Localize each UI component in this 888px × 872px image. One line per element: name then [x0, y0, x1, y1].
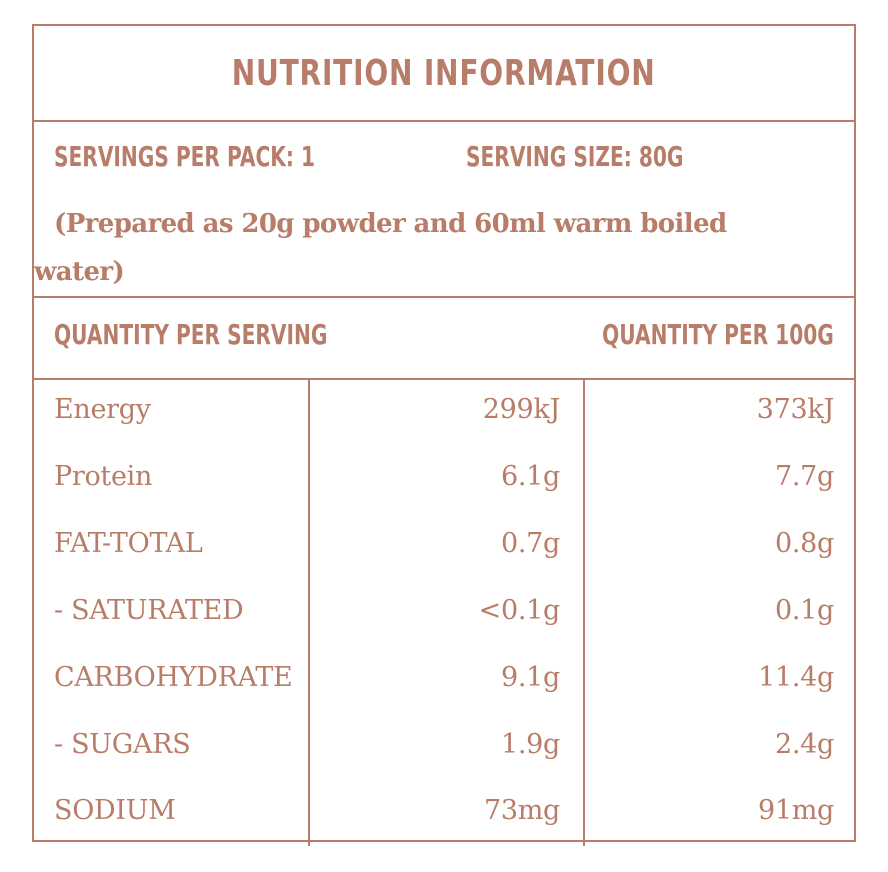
servings-per-pack: SERVINGS PER PACK: 1	[54, 140, 316, 173]
per-serving-value: 1.9g	[500, 729, 560, 760]
nutrition-panel: NUTRITION INFORMATION SERVINGS PER PACK:…	[32, 24, 856, 846]
table-row: SODIUM 73mg 91mg	[34, 781, 854, 848]
per-100g-value: 11.4g	[758, 662, 834, 693]
per-100g-value: 373kJ	[756, 394, 835, 425]
per-serving-value: 9.1g	[500, 662, 560, 693]
per-serving-value: 0.7g	[500, 528, 560, 559]
per-serving-value: 299kJ	[482, 394, 561, 425]
table-row: - SATURATED <0.1g 0.1g	[34, 581, 854, 648]
nutrient-name: - SUGARS	[54, 729, 191, 760]
panel-title: NUTRITION INFORMATION	[232, 52, 656, 94]
column-headers: QUANTITY PER SERVING QUANTITY PER 100G	[34, 298, 854, 380]
servings-section: SERVINGS PER PACK: 1 SERVING SIZE: 80G (…	[34, 122, 854, 298]
per-100g-value: 7.7g	[774, 461, 834, 492]
column-divider	[308, 380, 310, 846]
nutrient-name: Protein	[54, 461, 153, 492]
nutrition-table: Energy 299kJ 373kJ Protein 6.1g 7.7g FAT…	[34, 380, 854, 846]
header-per-100g: QUANTITY PER 100G	[602, 318, 834, 351]
header-per-serving: QUANTITY PER SERVING	[54, 318, 328, 351]
nutrient-name: Energy	[54, 394, 151, 425]
per-serving-value: <0.1g	[478, 595, 561, 626]
table-row: Energy 299kJ 373kJ	[34, 380, 854, 447]
per-100g-value: 0.8g	[774, 528, 834, 559]
per-100g-value: 91mg	[757, 795, 834, 826]
column-divider	[583, 380, 585, 846]
per-100g-value: 0.1g	[774, 595, 834, 626]
serving-size: SERVING SIZE: 80G	[466, 140, 684, 173]
table-row: Protein 6.1g 7.7g	[34, 447, 854, 514]
nutrient-name: - SATURATED	[54, 595, 244, 626]
per-100g-value: 2.4g	[774, 729, 834, 760]
nutrient-name: SODIUM	[54, 795, 176, 826]
per-serving-value: 6.1g	[500, 461, 560, 492]
table-row: - SUGARS 1.9g 2.4g	[34, 715, 854, 782]
table-row: FAT-TOTAL 0.7g 0.8g	[34, 514, 854, 581]
per-serving-value: 73mg	[483, 795, 560, 826]
nutrient-name: FAT-TOTAL	[54, 528, 203, 559]
preparation-note: (Prepared as 20g powder and 60ml warm bo…	[34, 209, 727, 287]
title-row: NUTRITION INFORMATION	[34, 26, 854, 122]
table-row: CARBOHYDRATE 9.1g 11.4g	[34, 648, 854, 715]
nutrient-name: CARBOHYDRATE	[54, 662, 293, 693]
